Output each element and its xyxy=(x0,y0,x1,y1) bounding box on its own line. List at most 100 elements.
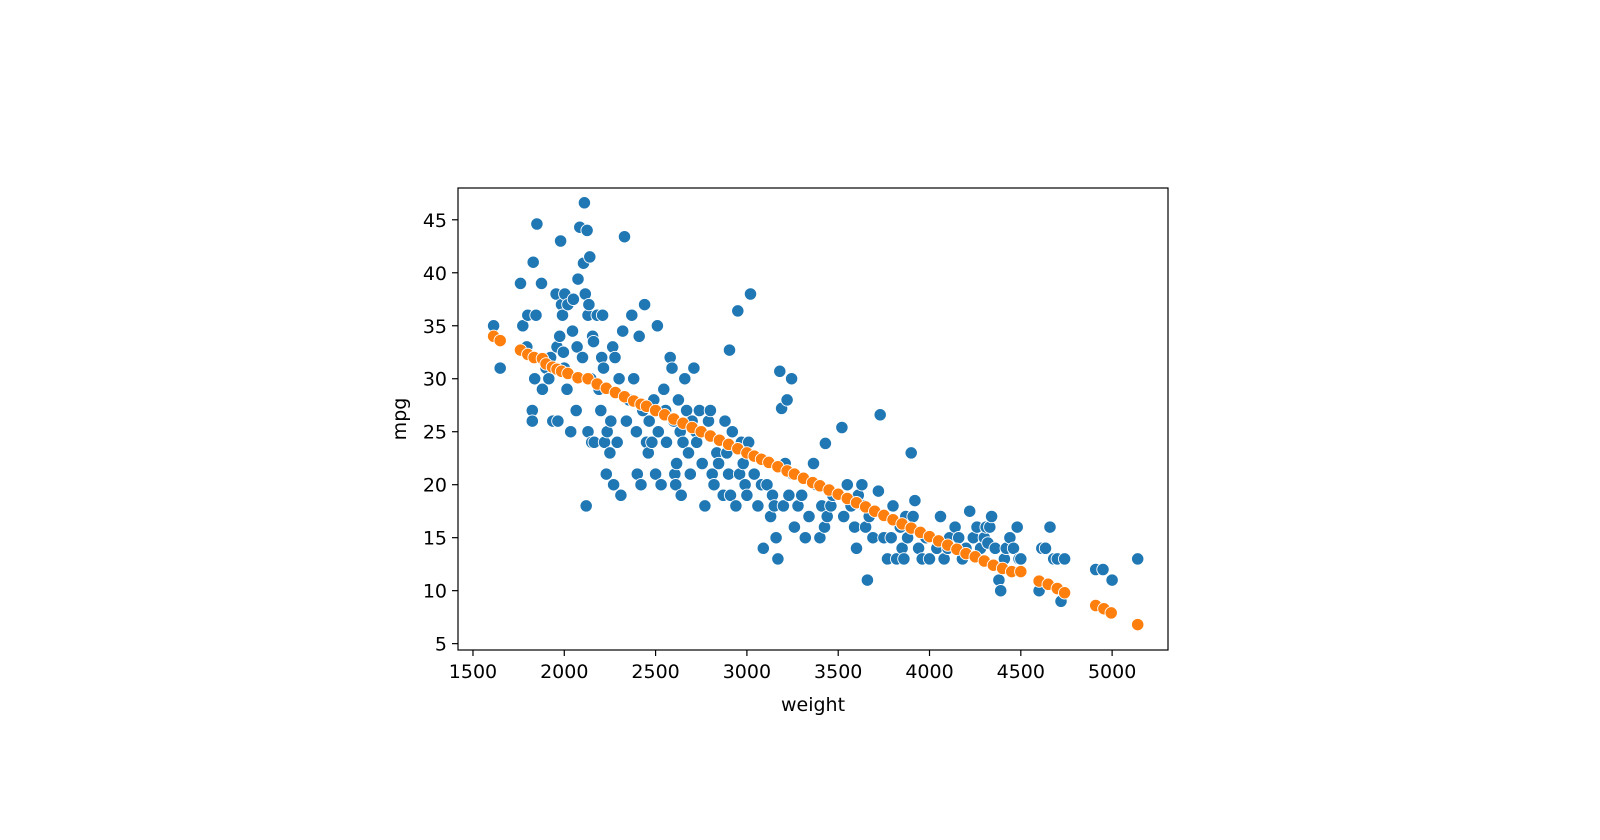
data-point xyxy=(616,324,630,338)
data-point xyxy=(671,393,686,407)
data-point xyxy=(516,319,530,333)
data-point xyxy=(659,435,674,449)
plot-frame xyxy=(457,187,1169,651)
data-point xyxy=(610,435,624,449)
data-point xyxy=(784,372,799,386)
data-point xyxy=(571,272,585,286)
data-point xyxy=(535,382,550,396)
data-point xyxy=(560,382,574,396)
x-tick-label: 1500 xyxy=(449,661,497,683)
data-point xyxy=(565,324,580,338)
data-point xyxy=(723,488,738,502)
x-tick-label: 2500 xyxy=(631,661,679,683)
data-point xyxy=(1010,520,1024,534)
data-point xyxy=(669,478,683,492)
data-point xyxy=(599,467,613,481)
data-point xyxy=(740,488,754,502)
data-point xyxy=(840,478,854,492)
data-point xyxy=(526,255,540,269)
data-point xyxy=(855,478,869,492)
data-point xyxy=(886,499,900,513)
data-point xyxy=(952,531,966,545)
x-tick-label: 3500 xyxy=(814,661,862,683)
data-point xyxy=(603,446,617,460)
data-point xyxy=(1057,552,1072,566)
data-point xyxy=(651,425,665,439)
data-point xyxy=(798,531,812,545)
data-point xyxy=(528,372,542,386)
y-tick-label: 20 xyxy=(423,475,447,497)
data-point xyxy=(608,350,622,365)
data-point xyxy=(847,520,862,534)
y-tick-label: 40 xyxy=(423,263,447,285)
data-point xyxy=(551,414,565,428)
data-point xyxy=(681,446,696,460)
data-point xyxy=(529,308,543,322)
data-point xyxy=(580,223,594,238)
data-point xyxy=(674,488,688,502)
data-point xyxy=(553,329,567,343)
data-point xyxy=(617,230,632,244)
data-point xyxy=(780,393,794,407)
data-point xyxy=(669,456,684,471)
data-point xyxy=(1038,541,1053,555)
data-point xyxy=(530,217,544,231)
y-tick-label: 45 xyxy=(423,210,447,232)
y-tick-label: 10 xyxy=(423,581,447,603)
data-point xyxy=(776,499,791,513)
data-point xyxy=(756,541,770,555)
y-tick-label: 30 xyxy=(423,369,447,391)
data-point xyxy=(703,403,718,418)
data-point xyxy=(1014,552,1028,566)
data-point xyxy=(695,456,709,471)
data-point xyxy=(773,364,787,378)
points-layer xyxy=(486,196,1145,632)
data-point xyxy=(665,361,679,375)
data-point xyxy=(725,425,739,439)
data-point xyxy=(908,493,922,508)
data-point xyxy=(604,414,618,428)
data-point xyxy=(904,446,918,460)
data-point xyxy=(988,541,1002,555)
data-point xyxy=(743,287,758,301)
data-point xyxy=(1014,564,1028,579)
data-point xyxy=(1006,541,1021,555)
data-point xyxy=(1043,520,1057,534)
data-point xyxy=(1096,562,1110,577)
data-point xyxy=(577,196,592,210)
data-point xyxy=(637,297,652,312)
data-point xyxy=(1057,586,1072,600)
data-point xyxy=(984,509,999,524)
data-point xyxy=(802,509,816,524)
data-point xyxy=(906,509,920,524)
x-axis-label: weight xyxy=(781,694,845,716)
data-point xyxy=(525,414,539,428)
data-point xyxy=(835,420,849,435)
data-point xyxy=(884,531,898,545)
data-point xyxy=(629,425,644,439)
data-point xyxy=(837,509,851,524)
data-point xyxy=(994,584,1008,598)
data-point xyxy=(642,414,656,428)
data-point xyxy=(614,488,628,502)
x-ticks: 1500 2000 2500 3000 3500 4000 4500 5000 xyxy=(449,650,1136,683)
data-point xyxy=(534,276,549,291)
data-point xyxy=(818,436,833,451)
data-point xyxy=(645,435,659,449)
data-point xyxy=(698,499,712,513)
data-point xyxy=(493,333,507,348)
data-point xyxy=(1131,617,1145,632)
data-point xyxy=(564,425,578,439)
data-point xyxy=(595,308,610,322)
data-point xyxy=(1105,573,1119,587)
y-tick-label: 35 xyxy=(423,316,447,338)
data-point xyxy=(566,292,581,306)
data-point xyxy=(582,297,596,312)
data-point xyxy=(634,478,648,492)
data-point xyxy=(782,488,796,502)
data-point xyxy=(632,329,646,343)
x-tick-label: 5000 xyxy=(1088,661,1136,683)
data-point xyxy=(594,403,608,418)
